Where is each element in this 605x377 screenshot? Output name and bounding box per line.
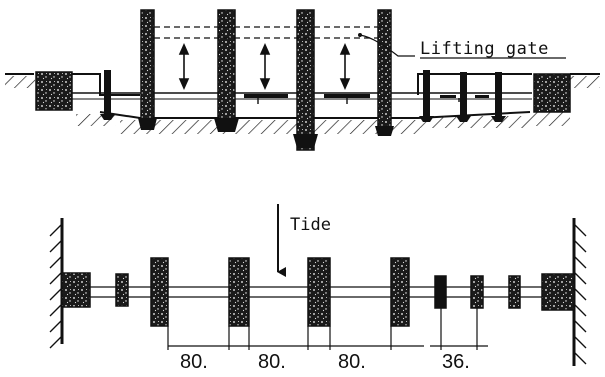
- dimension-label: 80.: [338, 351, 366, 372]
- right-abutment-plan: [541, 273, 575, 311]
- pier-plan: [390, 257, 410, 327]
- elevation-view: Lifting gate: [5, 9, 600, 151]
- dimension-lines: [167, 308, 488, 350]
- pier-plan: [150, 257, 169, 327]
- dimension-label: 80.: [180, 351, 208, 372]
- lift-arrow: [259, 43, 271, 90]
- pier-plan: [115, 273, 129, 307]
- tall-pier: [375, 9, 394, 136]
- gate-hook: [257, 98, 460, 104]
- tall-pier: [138, 9, 157, 130]
- plan-view: Tide 80. 80. 80. 36.: [49, 204, 587, 373]
- dimension-label: 36.: [442, 351, 470, 372]
- pier-plan: [470, 275, 484, 309]
- right-abutment: [533, 73, 571, 113]
- pier-plan: [228, 257, 250, 327]
- lift-arrow: [339, 43, 351, 90]
- channel-bed: [99, 111, 531, 119]
- small-pier: [491, 72, 506, 122]
- small-pier: [456, 72, 471, 122]
- pier-plan: [434, 275, 447, 309]
- pier-plan: [307, 257, 331, 327]
- ground-line: [5, 73, 600, 96]
- lift-arrow: [178, 43, 190, 90]
- left-abutment-plan: [61, 272, 91, 308]
- tide-label: Tide: [290, 215, 331, 235]
- pier-plan: [508, 275, 521, 309]
- gate-leaf: [244, 94, 489, 98]
- dimension-label: 80.: [258, 351, 286, 372]
- tall-pier: [293, 9, 318, 151]
- gate-leader-line: [359, 34, 415, 57]
- left-wall: [49, 218, 64, 349]
- right-wall: [572, 218, 587, 366]
- lifting-gate-label: Lifting gate: [420, 39, 549, 59]
- small-pier: [100, 70, 115, 120]
- gate-raised-outline: [154, 26, 378, 39]
- small-pier: [419, 70, 434, 122]
- left-abutment: [35, 71, 73, 111]
- tall-pier: [214, 9, 239, 132]
